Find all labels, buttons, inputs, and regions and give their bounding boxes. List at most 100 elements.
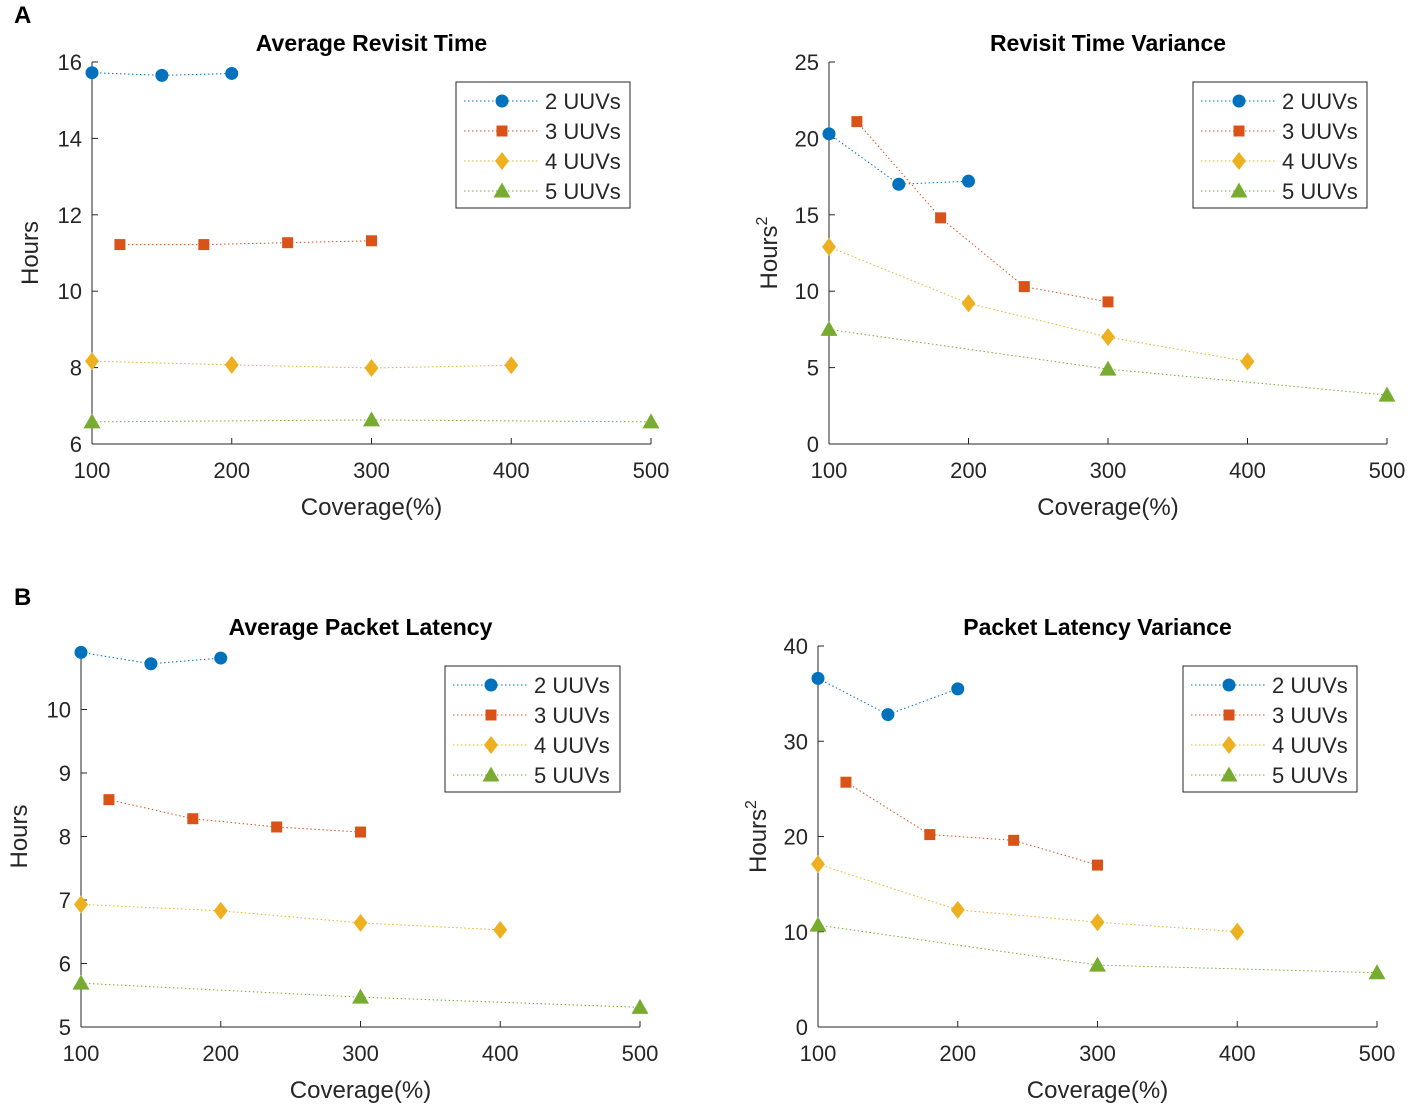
series-2-uuvs [74,645,228,671]
x-tick-label: 400 [482,1041,519,1066]
y-axis-label: Hours [17,221,44,285]
y-tick-label: 25 [795,50,819,75]
legend-marker [1222,736,1236,754]
legend-marker [1220,766,1238,782]
series-line [828,133,969,185]
data-point [114,239,126,251]
data-point [282,237,294,249]
legend-marker [1232,94,1246,108]
data-point [822,127,836,141]
y-tick-label: 6 [70,432,82,457]
x-tick-label: 400 [1229,458,1266,483]
data-point [225,66,239,80]
data-point [1240,352,1255,371]
legend-box [455,81,631,209]
legend-label: 5 UUVs [1282,179,1358,204]
series-4-uuvs [85,352,519,377]
series-line [856,121,1109,303]
x-tick-label: 500 [633,458,670,483]
series-line [828,328,1388,396]
legend-label: 2 UUVs [545,89,621,114]
x-tick-label: 200 [939,1041,976,1066]
chart-title: Average Packet Latency [229,614,493,640]
series-line [828,246,1248,362]
series-line [80,903,501,931]
data-point [155,68,169,82]
y-axis-label-superscript: 2 [754,216,771,225]
panel-label-a: A [14,2,32,29]
series-3-uuvs [103,794,366,838]
chart-1: 100 200 300 400 500 6 8 10 12 14 16 Average Revisit… [17,30,669,521]
y-tick-label: 10 [795,279,819,304]
data-point [1101,328,1115,347]
legend-label: 2 UUVs [1272,673,1348,698]
legend-label: 5 UUVs [1272,763,1348,788]
legend-label: 4 UUVs [545,149,621,174]
y-tick-label: 10 [58,279,82,304]
x-tick-label: 100 [74,458,111,483]
data-point [1090,913,1105,932]
series-line [845,781,1098,866]
x-tick-label: 500 [1369,458,1406,483]
x-tick-label: 400 [1219,1041,1256,1066]
data-point [72,974,90,990]
legend-box [1192,81,1368,209]
legend-marker [1230,182,1248,198]
series-4-uuvs [811,855,1245,941]
legend-label: 3 UUVs [545,119,621,144]
data-point [1092,859,1103,871]
y-tick-label: 15 [795,203,819,228]
data-point [822,237,836,256]
y-tick-label: 10 [47,698,71,723]
legend-marker [1233,125,1245,137]
chart-4: 100 200 300 400 500 0 10 20 30 40 Packet Latency V… [743,614,1395,1104]
data-point [881,708,895,722]
y-tick-label: 14 [58,126,82,151]
data-point [271,821,283,833]
legend-marker [482,766,500,782]
x-tick-label: 200 [202,1041,239,1066]
legend-label: 5 UUVs [545,179,621,204]
data-point [892,177,906,191]
data-point [1102,296,1114,308]
data-point [851,116,863,128]
legend: 2 UUVs 3 UUVs 4 UUVs 5 UUVs [455,81,631,209]
x-tick-label: 300 [353,458,390,483]
data-point [950,900,965,919]
series-2-uuvs [85,66,239,82]
x-tick-label: 200 [213,458,250,483]
series-5-uuvs [809,916,1386,980]
x-tick-label: 100 [811,458,848,483]
data-point [363,411,380,427]
data-point [809,916,827,932]
data-point [144,657,158,671]
y-tick-label: 12 [58,203,82,228]
legend-label: 3 UUVs [1282,119,1358,144]
y-tick-label: 8 [59,825,71,850]
y-tick-label: 5 [807,356,819,381]
legend-label: 5 UUVs [534,763,610,788]
data-point [504,356,519,375]
data-point [961,294,976,313]
series-4-uuvs [822,237,1255,371]
y-tick-label: 16 [58,50,82,75]
x-axis-label: Coverage(%) [1037,494,1178,521]
series-line [817,863,1238,933]
data-point [1230,922,1245,941]
legend-marker [484,736,498,754]
y-axis-label-superscript: 2 [743,800,760,809]
legend-marker [485,709,497,721]
legend: 2 UUVs 3 UUVs 4 UUVs 5 UUVs [1192,81,1368,209]
y-tick-label: 20 [795,126,819,151]
legend-box [444,665,621,793]
y-axis-label: Hours2 [754,216,783,289]
legend-marker [1223,709,1235,721]
data-point [1018,281,1030,293]
y-tick-label: 20 [784,825,808,850]
series-3-uuvs [840,776,1103,871]
data-point [74,895,88,914]
data-point [198,239,210,251]
data-point [935,212,947,224]
